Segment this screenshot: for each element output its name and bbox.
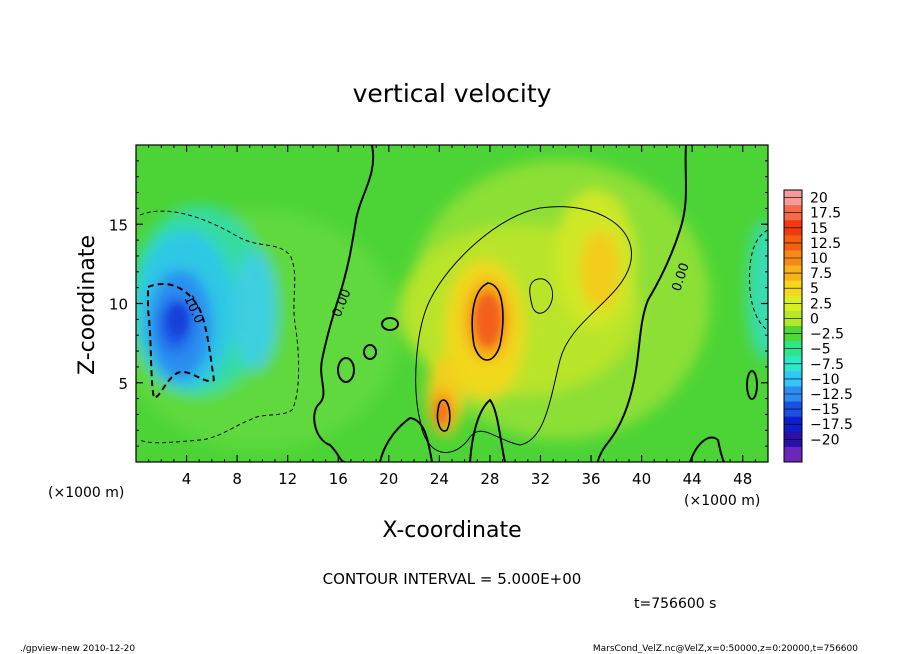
colorbar-label: 17.5 [810, 206, 841, 222]
colorbar-label: 7.5 [810, 266, 832, 282]
zero-contour-closed-4 [746, 370, 758, 400]
zero-contour-closed-2 [363, 344, 377, 360]
zero-contour-closed-1 [381, 317, 399, 331]
colorbar-swatch [784, 446, 802, 463]
right-edge-cyan [747, 220, 768, 360]
x-tick-label: 36 [581, 470, 600, 488]
colorbar-label: 10 [810, 251, 828, 267]
x-tick-label: 16 [329, 470, 348, 488]
colorbar-label: −15 [810, 402, 840, 418]
y-tick-label: 10 [109, 296, 128, 314]
chart-title: vertical velocity [353, 79, 552, 108]
colorbar-label: −2.5 [810, 327, 844, 343]
y-axis-label: Z-coordinate [75, 235, 100, 375]
y-axis-ticks: 5 10 15 [109, 160, 768, 447]
x-tick-label: 24 [430, 470, 449, 488]
zero-contour-left [313, 145, 375, 462]
contour-5-outer [415, 206, 632, 454]
x-tick-label: 32 [531, 470, 550, 488]
x-axis-ticks: 4 8 12 16 20 24 28 32 36 40 44 48 [148, 145, 769, 488]
zero-contour-bottom-2 [469, 398, 506, 462]
x-tick-label: 48 [733, 470, 752, 488]
x-tick-label: 28 [480, 470, 499, 488]
neg-contour-5 [139, 210, 300, 444]
x-tick-label: 8 [232, 470, 242, 488]
x-tick-label: 12 [278, 470, 297, 488]
x-axis-label: X-coordinate [382, 518, 521, 543]
zero-contour-closed-3 [337, 357, 355, 383]
x-tick-label: 44 [683, 470, 702, 488]
colorbar-frame [783, 189, 803, 463]
footer-left: ./gpview-new 2010-12-20 [20, 644, 135, 654]
zero-contour-bottom-3 [689, 436, 725, 462]
plot-area: 10.0 0.00 0.00 [136, 145, 768, 462]
colorbar-label: 2.5 [810, 296, 832, 312]
x-unit-left: (×1000 m) [48, 485, 124, 501]
zero-contour-right [597, 145, 687, 462]
downdraft-secondary [233, 250, 277, 370]
x-tick-label: 20 [379, 470, 398, 488]
updraft-core [475, 294, 501, 346]
colorbar-label: 5 [810, 281, 819, 297]
contour-10-small [436, 399, 451, 432]
neg-contour-right [749, 229, 768, 331]
y-tick-label: 15 [109, 216, 128, 234]
colorbar-label: −10 [810, 372, 840, 388]
footer-right: MarsCond_VelZ.nc@VelZ,x=0:50000,z=0:2000… [593, 644, 858, 654]
x-tick-label: 4 [182, 470, 192, 488]
colorbar-label: −12.5 [810, 387, 853, 403]
colorbar-label: 15 [810, 221, 828, 237]
contour-lines [139, 145, 768, 462]
contour-interval: CONTOUR INTERVAL = 5.000E+00 [323, 570, 582, 588]
neg-contour-10 [147, 282, 216, 400]
colorbar-label: −20 [810, 432, 840, 448]
x-tick-label: 40 [632, 470, 651, 488]
colorbar-label: 12.5 [810, 236, 841, 252]
updraft-yellow-2 [580, 230, 620, 310]
contour-10-core [471, 282, 504, 361]
colorbar-label: 20 [810, 191, 828, 207]
contour-5-inner-hole [529, 278, 554, 314]
colorbar-label: −17.5 [810, 417, 853, 433]
colorbar-label: −5 [810, 342, 831, 358]
time-label: t=756600 s [634, 596, 716, 612]
colorbar-label: 0 [810, 311, 819, 327]
colorbar-label: −7.5 [810, 357, 844, 373]
y-tick-label: 5 [118, 375, 128, 393]
x-unit-right: (×1000 m) [684, 493, 760, 509]
colorbar: 2017.51512.5107.552.50−2.5−5−7.5−10−12.5… [783, 189, 853, 463]
downdraft-deepest [168, 304, 188, 336]
